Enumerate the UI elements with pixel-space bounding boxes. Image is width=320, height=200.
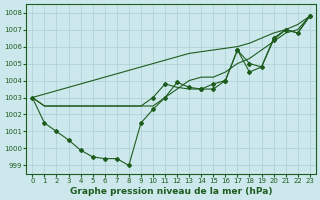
- X-axis label: Graphe pression niveau de la mer (hPa): Graphe pression niveau de la mer (hPa): [70, 187, 272, 196]
